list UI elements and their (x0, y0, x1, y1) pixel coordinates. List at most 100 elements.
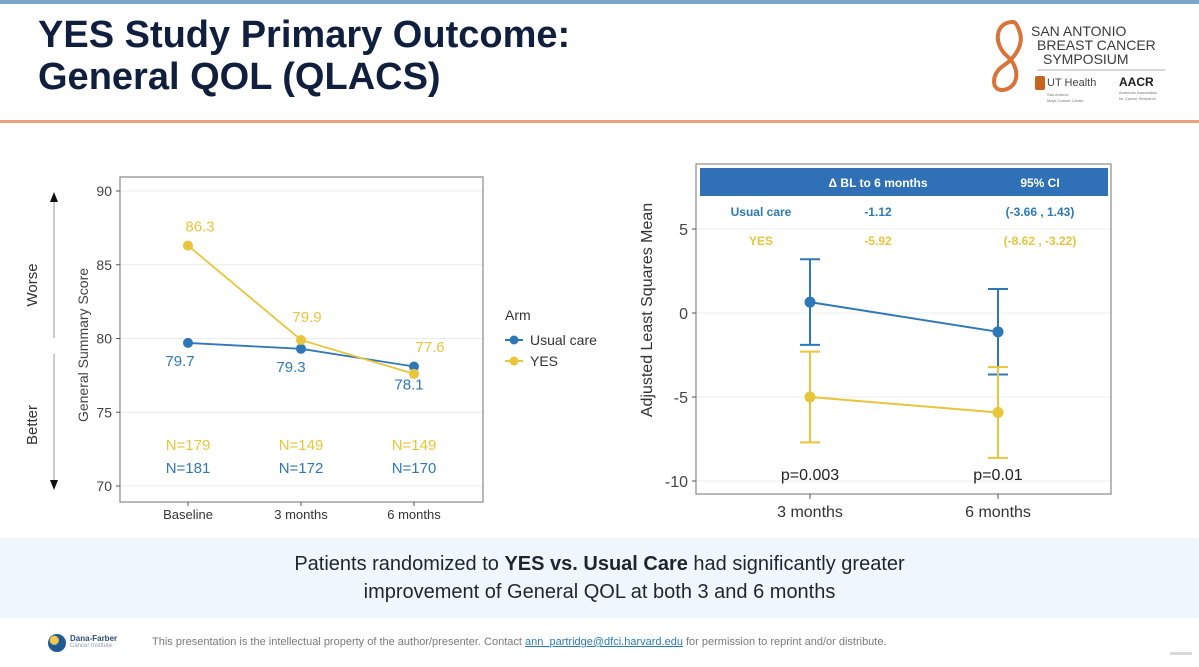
table-row-yes-label: YES (749, 234, 773, 248)
data-point (804, 296, 816, 308)
data-point (296, 343, 306, 354)
footer: Dana-Farber Cancer Institute This presen… (48, 628, 1168, 658)
data-point (183, 240, 193, 251)
title-divider (0, 120, 1199, 123)
y-tick-label: 80 (96, 331, 112, 347)
table-row-yes-ci: (-8.62 , -3.22) (1004, 234, 1077, 248)
series (800, 258, 1008, 459)
y-tick-label: 85 (96, 257, 112, 273)
data-label: 86.3 (185, 219, 214, 236)
logo-line-1: SAN ANTONIO (1031, 23, 1127, 39)
n-count-usual-care: N=170 (392, 460, 437, 477)
table-row-usual-care-ci: (-3.66 , 1.43) (1006, 205, 1075, 219)
table-header-ci: 95% CI (1020, 176, 1059, 190)
legend: Arm Usual care YES (505, 307, 597, 369)
x-tick-label: 6 months (965, 504, 1031, 521)
y-tick-label: -10 (665, 474, 688, 491)
ls-mean-chart: Adjusted Least Squares Mean Δ BL to 6 mo… (639, 163, 1112, 521)
copyright-text-post: for permission to reprint and/or distrib… (682, 636, 887, 648)
n-count-yes: N=149 (279, 437, 324, 454)
dana-farber-emblem-icon (48, 634, 66, 652)
copyright-notice: This presentation is the intellectual pr… (152, 636, 887, 648)
y-ticks: -10 -5 0 5 (665, 222, 696, 491)
data-point (183, 337, 193, 348)
n-count-usual-care: N=172 (279, 460, 324, 477)
y-tick-label: 0 (679, 306, 688, 323)
change-table: Δ BL to 6 months 95% CI Usual care -1.12… (700, 168, 1108, 248)
better-label: Better (24, 405, 41, 445)
dana-farber-name: Dana-Farber (70, 634, 118, 643)
logo-partner-1: UT Health (1047, 77, 1096, 89)
corner-watermark (1170, 652, 1192, 655)
logo-partner-2-sub1: American Association (1119, 90, 1157, 95)
y-tick-label: 5 (679, 222, 688, 239)
callout-text-post: had significantly greater (687, 553, 905, 575)
data-label: 78.1 (394, 377, 423, 394)
table-header-bg (700, 168, 1108, 196)
data-point (296, 334, 306, 345)
series-line-yes (809, 396, 999, 414)
data-point (992, 406, 1004, 418)
data-point (992, 326, 1004, 338)
data-label: 79.7 (165, 353, 194, 370)
callout-line-2: improvement of General QOL at both 3 and… (363, 581, 836, 603)
y-ticks: 70 75 80 85 90 (96, 183, 120, 494)
data-label: 77.6 (415, 339, 444, 356)
y-tick-label: -5 (674, 390, 688, 407)
logo-line-3: SYMPOSIUM (1043, 51, 1129, 67)
direction-indicator: Worse Better (24, 192, 58, 490)
data-point (409, 361, 419, 372)
x-tick-label: 3 months (777, 504, 843, 521)
x-ticks: 3 months 6 months (777, 494, 1031, 521)
series (183, 240, 419, 379)
p-value-label: p=0.003 (781, 467, 839, 484)
table-row-usual-care-change: -1.12 (864, 205, 892, 219)
data-label: 79.3 (276, 359, 305, 376)
grid (696, 228, 1111, 482)
y-axis-label: Adjusted Least Squares Mean (639, 203, 656, 417)
x-tick-label: 6 months (387, 507, 441, 522)
x-ticks: Baseline 3 months 6 months (163, 502, 441, 522)
legend-entry-usual-care: Usual care (530, 332, 597, 348)
copyright-text-pre: This presentation is the intellectual pr… (152, 636, 525, 648)
plot-frame (695, 163, 1112, 495)
title-line-1: YES Study Primary Outcome: (38, 14, 571, 56)
logo-partner-1-sub1: San Antonio (1047, 92, 1069, 97)
contact-email-link[interactable]: ann_partridge@dfci.harvard.edu (525, 636, 683, 648)
sabcs-logo: SAN ANTONIO BREAST CANCER SYMPOSIUM UT H… (992, 19, 1165, 103)
n-count-yes: N=179 (166, 437, 211, 454)
key-finding-callout: Patients randomized to YES vs. Usual Car… (0, 538, 1199, 618)
legend-marker-usual-care (509, 335, 519, 345)
y-tick-label: 70 (96, 478, 112, 494)
series-line-usual-care (809, 301, 999, 333)
table-row-usual-care-label: Usual care (731, 205, 792, 219)
arrow-down-icon (50, 480, 58, 490)
p-value-label: p=0.01 (973, 467, 1022, 484)
logo-partner-1-sub2: Mays Cancer Center (1047, 98, 1084, 103)
y-axis-label: General Summary Score (75, 268, 91, 422)
table-row-yes-change: -5.92 (864, 234, 892, 248)
legend-title: Arm (505, 307, 531, 323)
dana-farber-logo: Dana-Farber Cancer Institute (48, 632, 148, 656)
callout-text-pre: Patients randomized to (294, 553, 505, 575)
title-line-2: General QOL (QLACS) (38, 56, 441, 98)
p-value-annotations: p=0.003 p=0.01 (781, 467, 1023, 484)
callout-text-bold: YES vs. Usual Care (504, 553, 688, 575)
ribbon-icon (992, 19, 1023, 92)
n-count-yes: N=149 (392, 437, 437, 454)
data-labels: 79.7 79.3 78.1 86.3 79.9 77.6 N=179 N=149 N=149 N… (165, 219, 444, 477)
data-point (409, 368, 419, 379)
dana-farber-sub: Cancer Institute (70, 643, 113, 649)
data-point (804, 391, 816, 403)
logo-partner-2: AACR (1119, 75, 1154, 89)
data-label: 79.9 (292, 309, 321, 326)
table-header-change: Δ BL to 6 months (828, 176, 927, 190)
callout-line-1: Patients randomized to YES vs. Usual Car… (0, 550, 1199, 578)
y-tick-label: 90 (96, 183, 112, 199)
top-accent-bar (0, 0, 1199, 4)
arrow-up-icon (50, 192, 58, 202)
y-tick-label: 75 (96, 404, 112, 420)
logo-partner-2-sub2: for Cancer Research (1119, 96, 1156, 101)
legend-entry-yes: YES (530, 353, 558, 369)
legend-marker-yes (509, 356, 519, 366)
